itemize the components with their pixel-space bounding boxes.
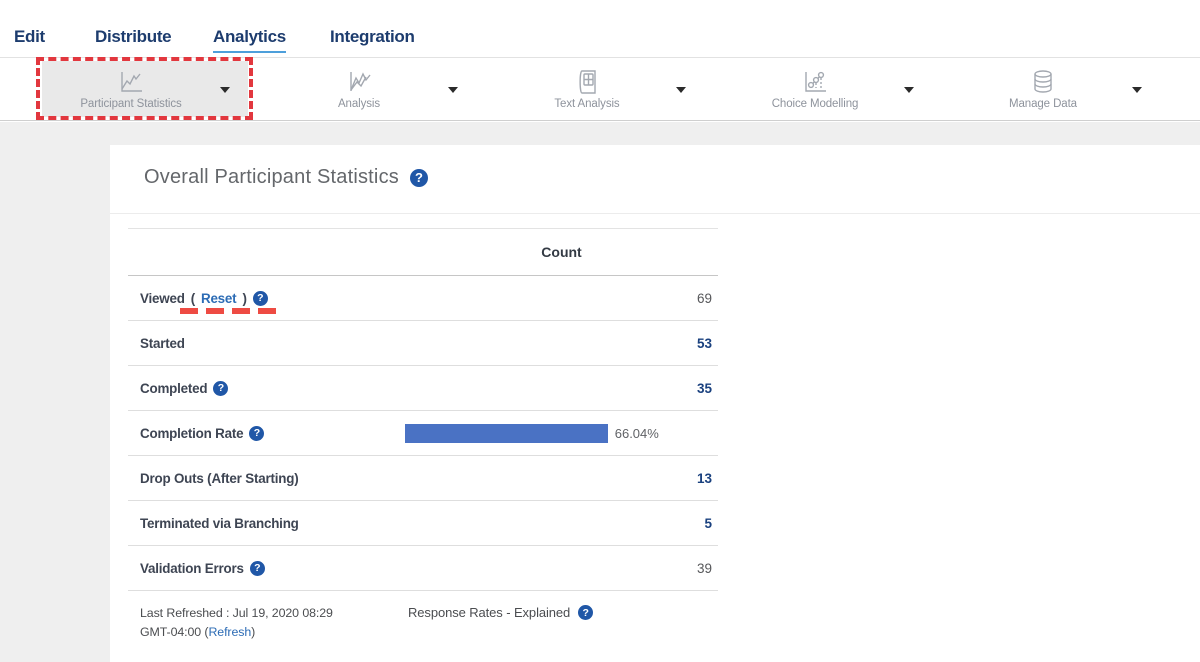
toolbar-item-label: Analysis bbox=[337, 97, 381, 110]
dropdown-caret-icon[interactable] bbox=[904, 87, 914, 93]
table-footer: Last Refreshed : Jul 19, 2020 08:29 GMT-… bbox=[128, 591, 718, 642]
toolbar-item-participant-statistics[interactable]: Participant Statistics bbox=[16, 57, 253, 120]
last-refreshed-prefix: GMT-04:00 ( bbox=[140, 625, 209, 639]
nav-tab-analytics[interactable]: Analytics bbox=[213, 27, 286, 53]
toolbar-item-manage-data[interactable]: Manage Data bbox=[928, 58, 1156, 120]
row-label: Completed bbox=[140, 380, 208, 396]
completion-rate-bar-track: 66.04% bbox=[405, 423, 712, 443]
toolbar-item-label: Manage Data bbox=[1009, 97, 1077, 110]
zigzag-chart-icon bbox=[345, 69, 373, 95]
last-refreshed-line1: Last Refreshed : Jul 19, 2020 08:29 bbox=[140, 606, 333, 620]
table-row-viewed: Viewed ( Reset ) 69 bbox=[128, 276, 718, 321]
row-label: Validation Errors bbox=[140, 560, 244, 576]
paren-close: ) bbox=[242, 290, 247, 306]
nav-tab-integration[interactable]: Integration bbox=[330, 27, 415, 46]
analytics-toolbar: Participant Statistics Analysis Text Ana… bbox=[0, 57, 1200, 121]
help-icon[interactable] bbox=[252, 290, 268, 306]
row-label: Drop Outs (After Starting) bbox=[140, 470, 299, 486]
help-icon[interactable] bbox=[249, 560, 265, 576]
table-row-completion-rate: Completion Rate 66.04% bbox=[128, 411, 718, 456]
row-label: Completion Rate bbox=[140, 425, 244, 441]
help-icon[interactable] bbox=[213, 380, 229, 396]
row-label: Started bbox=[140, 335, 185, 351]
table-header-row: Count bbox=[128, 229, 718, 276]
row-value: 35 bbox=[696, 380, 712, 396]
row-value: 53 bbox=[696, 335, 712, 351]
selected-item-highlight bbox=[42, 61, 248, 117]
nav-tab-distribute[interactable]: Distribute bbox=[95, 27, 172, 46]
completion-rate-value: 66.04% bbox=[614, 425, 659, 441]
dropdown-caret-icon[interactable] bbox=[676, 87, 686, 93]
count-column-header: Count bbox=[541, 244, 582, 260]
reset-link[interactable]: Reset bbox=[200, 290, 237, 306]
toolbar-item-analysis[interactable]: Analysis bbox=[244, 58, 472, 120]
response-rates-label: Response Rates - Explained bbox=[408, 605, 571, 620]
toolbar-item-choice-modelling[interactable]: Choice Modelling bbox=[700, 58, 928, 120]
top-navigation: Edit Distribute Analytics Integration bbox=[0, 0, 1200, 57]
row-value: 69 bbox=[696, 290, 712, 306]
paren-open: ( bbox=[190, 290, 195, 306]
toolbar-item-label: Participant Statistics bbox=[80, 97, 182, 110]
row-label: Viewed bbox=[140, 290, 185, 306]
statistics-table: Count Viewed ( Reset ) 69 Started 53 Com… bbox=[128, 228, 718, 642]
journal-grid-icon bbox=[573, 69, 601, 95]
dropdown-caret-icon[interactable] bbox=[448, 87, 458, 93]
last-refreshed-suffix: ) bbox=[251, 625, 256, 639]
database-icon bbox=[1029, 69, 1057, 95]
table-row-started: Started 53 bbox=[128, 321, 718, 366]
row-value: 39 bbox=[696, 560, 712, 576]
table-row-completed: Completed 35 bbox=[128, 366, 718, 411]
help-icon[interactable] bbox=[578, 605, 594, 620]
toolbar-item-text-analysis[interactable]: Text Analysis bbox=[472, 58, 700, 120]
toolbar-item-label: Text Analysis bbox=[554, 97, 620, 110]
row-value: 13 bbox=[696, 470, 712, 486]
dropdown-caret-icon[interactable] bbox=[220, 87, 230, 93]
table-row-drop-outs: Drop Outs (After Starting) 13 bbox=[128, 456, 718, 501]
table-row-validation-errors: Validation Errors 39 bbox=[128, 546, 718, 591]
refresh-link[interactable]: Refresh bbox=[208, 625, 252, 639]
toolbar-item-label: Choice Modelling bbox=[771, 97, 859, 110]
panel-divider bbox=[110, 213, 1200, 214]
dropdown-caret-icon[interactable] bbox=[1132, 87, 1142, 93]
nav-tab-edit[interactable]: Edit bbox=[14, 27, 45, 46]
completion-rate-bar-fill bbox=[405, 423, 608, 443]
page-title: Overall Participant Statistics bbox=[144, 166, 399, 188]
scatter-steps-icon bbox=[801, 69, 829, 95]
row-label: Terminated via Branching bbox=[140, 515, 299, 531]
table-row-terminated: Terminated via Branching 5 bbox=[128, 501, 718, 546]
help-icon[interactable] bbox=[249, 425, 265, 441]
line-chart-icon bbox=[117, 69, 145, 95]
help-icon[interactable] bbox=[409, 168, 428, 187]
last-refreshed-text: Last Refreshed : Jul 19, 2020 08:29 GMT-… bbox=[140, 604, 408, 642]
participant-statistics-panel: Overall Participant Statistics Count Vie… bbox=[110, 145, 1200, 662]
row-value: 5 bbox=[704, 515, 712, 531]
